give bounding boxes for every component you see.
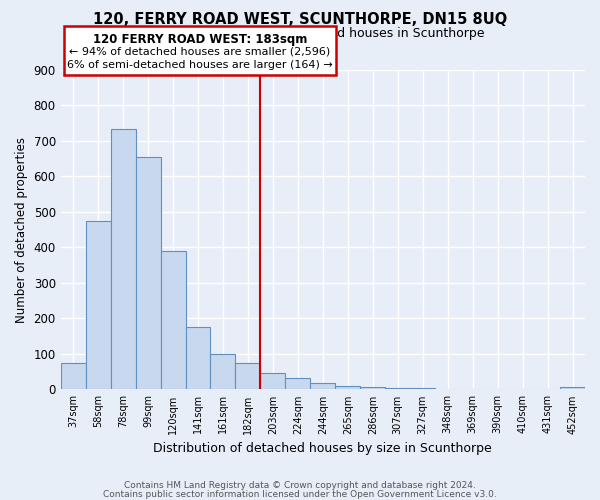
Bar <box>360 386 385 390</box>
Bar <box>385 388 410 390</box>
Bar <box>310 383 335 390</box>
Bar <box>211 354 235 390</box>
Text: Contains HM Land Registry data © Crown copyright and database right 2024.: Contains HM Land Registry data © Crown c… <box>124 481 476 490</box>
Text: Size of property relative to detached houses in Scunthorpe: Size of property relative to detached ho… <box>115 28 485 40</box>
Bar <box>286 378 310 390</box>
Bar <box>110 128 136 390</box>
Text: 120 FERRY ROAD WEST: 183sqm: 120 FERRY ROAD WEST: 183sqm <box>93 32 307 46</box>
Text: ← 94% of detached houses are smaller (2,596): ← 94% of detached houses are smaller (2,… <box>70 46 331 56</box>
Y-axis label: Number of detached properties: Number of detached properties <box>15 136 28 322</box>
Text: 6% of semi-detached houses are larger (164) →: 6% of semi-detached houses are larger (1… <box>67 60 333 70</box>
Text: Contains public sector information licensed under the Open Government Licence v3: Contains public sector information licen… <box>103 490 497 499</box>
Text: 120, FERRY ROAD WEST, SCUNTHORPE, DN15 8UQ: 120, FERRY ROAD WEST, SCUNTHORPE, DN15 8… <box>93 12 507 28</box>
Bar <box>410 388 435 390</box>
Bar <box>161 251 185 390</box>
Bar <box>335 386 360 390</box>
Bar <box>235 363 260 390</box>
Bar <box>86 221 110 390</box>
X-axis label: Distribution of detached houses by size in Scunthorpe: Distribution of detached houses by size … <box>154 442 492 455</box>
Bar <box>260 372 286 390</box>
Bar <box>435 388 460 390</box>
Bar <box>61 363 86 390</box>
Bar <box>185 328 211 390</box>
Bar <box>560 386 585 390</box>
Bar <box>136 157 161 390</box>
